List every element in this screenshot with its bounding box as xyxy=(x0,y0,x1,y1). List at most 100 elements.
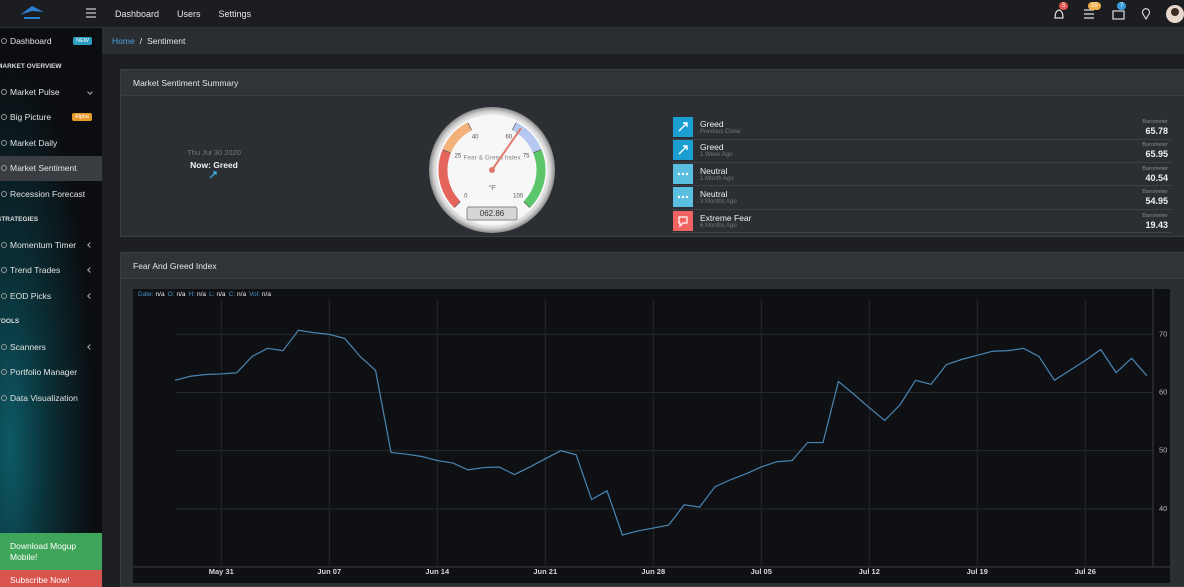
summary-date: Thu Jul 30 2020 xyxy=(187,148,241,157)
legend-key: O: xyxy=(168,291,175,298)
sentiment-label: Extreme Fear xyxy=(700,212,752,223)
legend-key: Date: xyxy=(138,291,154,298)
card-header: Fear And Greed Index xyxy=(121,253,1184,279)
nav-link[interactable]: Users xyxy=(177,8,201,19)
line-series xyxy=(174,329,1148,536)
legend-key: H: xyxy=(189,291,196,298)
sidebar-item[interactable]: Trend Trades xyxy=(0,258,102,284)
sidebar-icon xyxy=(1,267,7,274)
gauge-tick-label: 25 xyxy=(454,153,461,159)
barometer-caption: Barometer xyxy=(1142,119,1168,125)
icon-glyph xyxy=(678,215,688,228)
promo-subscribe[interactable]: Subscribe Now! xyxy=(0,570,102,587)
sentiment-row: Greed 1 Week Ago Barometer 65.95 xyxy=(672,139,1172,163)
sidebar: Dashboard NEW MARKET OVERVIEW Market Pulse B… xyxy=(0,28,102,587)
sidebar-item[interactable]: EOD Picks xyxy=(0,283,102,309)
x-tick-label: Jul 12 xyxy=(859,567,880,576)
sentiment-icon xyxy=(673,117,693,137)
sentiment-period: Previous Close xyxy=(700,129,741,135)
breadcrumb-current: Sentiment xyxy=(147,36,186,46)
sidebar-item[interactable]: Data Visualization xyxy=(0,385,102,411)
legend-value: n/a xyxy=(176,291,185,298)
barometer-caption: Barometer xyxy=(1142,165,1168,172)
sidebar-icon xyxy=(1,165,7,172)
sidebar-item[interactable]: Momentum Timer xyxy=(0,232,102,258)
gauge-needle xyxy=(491,127,522,171)
legend-value: n/a xyxy=(156,291,165,298)
sentiment-period: 1 Week Ago xyxy=(700,152,733,159)
sentiment-icon xyxy=(673,140,693,161)
icon-dot xyxy=(677,172,681,175)
x-tick-label: Jun 07 xyxy=(317,567,341,576)
sidebar-icon xyxy=(1,394,7,401)
gauge-readout-box xyxy=(466,206,518,221)
sidebar-icon xyxy=(1,114,7,121)
barometer-value: 65.78 xyxy=(1145,126,1168,136)
sidebar-item[interactable]: Scanners xyxy=(0,334,102,360)
barometer-value: 19.43 xyxy=(1145,219,1168,230)
sidebar-item[interactable]: Market Sentiment xyxy=(0,155,102,181)
gauge-tick xyxy=(523,201,530,208)
logo xyxy=(20,6,44,19)
gauge-tick xyxy=(454,201,461,208)
sidebar-label: Market Pulse xyxy=(10,86,60,97)
gauge-band xyxy=(438,149,461,208)
sidebar-item[interactable]: Recession Forecast xyxy=(0,181,102,207)
breadcrumb: Home / Sentiment xyxy=(102,28,1184,54)
card-header: Market Sentiment Summary xyxy=(121,70,1184,96)
sentiment-row: Greed Previous Close Barometer 65.78 xyxy=(672,116,1172,140)
sidebar-icon xyxy=(1,369,7,376)
breadcrumb-home[interactable]: Home xyxy=(112,36,135,46)
location-icon[interactable] xyxy=(1141,8,1151,21)
sentiment-label: Greed xyxy=(700,119,724,129)
sentiment-row: Extreme Fear 6 Months Ago Barometer 19.43 xyxy=(672,210,1172,234)
sentiment-label: Neutral xyxy=(700,165,728,176)
legend-key: L: xyxy=(209,291,215,298)
nav-link[interactable]: Settings xyxy=(218,8,252,19)
x-tick-label: Jul 05 xyxy=(751,567,772,576)
sidebar-section: MARKET OVERVIEW xyxy=(0,62,62,70)
sidebar-label: Big Picture xyxy=(10,112,52,123)
gauge-tick xyxy=(442,149,451,154)
tasks-icon[interactable] xyxy=(1084,9,1094,19)
summary-now: Now: Greed xyxy=(190,160,238,170)
promo-download[interactable]: Download Mogup Mobile! xyxy=(0,533,102,570)
bell-icon[interactable] xyxy=(1054,9,1064,19)
icon-bg xyxy=(673,210,693,231)
sidebar-chevron xyxy=(87,343,93,350)
menu-toggle[interactable] xyxy=(85,7,97,19)
gauge-tick-label: 40 xyxy=(472,135,479,141)
sidebar-chevron xyxy=(87,292,93,299)
gauge-band xyxy=(442,122,473,154)
mail-icon[interactable] xyxy=(1112,10,1125,20)
y-tick-label: 40 xyxy=(1159,504,1167,513)
barometer-value: 54.95 xyxy=(1145,196,1168,207)
sidebar-item[interactable]: Dashboard NEW xyxy=(0,28,102,54)
sidebar-label: Portfolio Manager xyxy=(10,367,78,378)
sidebar-icon xyxy=(1,190,7,197)
x-tick-label: Jun 28 xyxy=(641,567,665,576)
gauge-readout: 062.86 xyxy=(480,209,505,218)
notification-badge: 5 xyxy=(1059,2,1069,10)
sentiment-period: 3 Months Ago xyxy=(700,199,737,206)
icon-dot xyxy=(685,172,689,175)
sentiment-period: 1 Month Ago xyxy=(700,175,734,182)
sidebar-label: Market Daily xyxy=(10,137,58,148)
sidebar-item[interactable]: Portfolio Manager xyxy=(0,360,102,386)
barometer-caption: Barometer xyxy=(1142,189,1168,196)
x-tick-label: Jul 19 xyxy=(967,567,988,576)
sidebar-icon xyxy=(1,37,7,44)
sentiment-icon xyxy=(673,163,693,184)
sidebar-icon xyxy=(1,241,7,248)
sidebar-item[interactable]: Big Picture Alpha xyxy=(0,105,102,131)
ohlc-legend: Date: n/a O: n/a H: n/a L: n/a C: n/a Vol: n/a xyxy=(138,291,271,298)
sidebar-chevron xyxy=(87,88,93,95)
gauge-tick xyxy=(467,122,472,131)
gauge-tick xyxy=(512,122,517,131)
icon-dot xyxy=(681,195,685,199)
sentiment-row: Neutral 3 Months Ago Barometer 54.95 xyxy=(672,186,1172,210)
sidebar-item[interactable]: Market Pulse xyxy=(0,79,102,105)
gauge-band xyxy=(523,149,546,208)
nav-link[interactable]: Dashboard xyxy=(115,8,160,19)
sidebar-item[interactable]: Market Daily xyxy=(0,130,102,156)
